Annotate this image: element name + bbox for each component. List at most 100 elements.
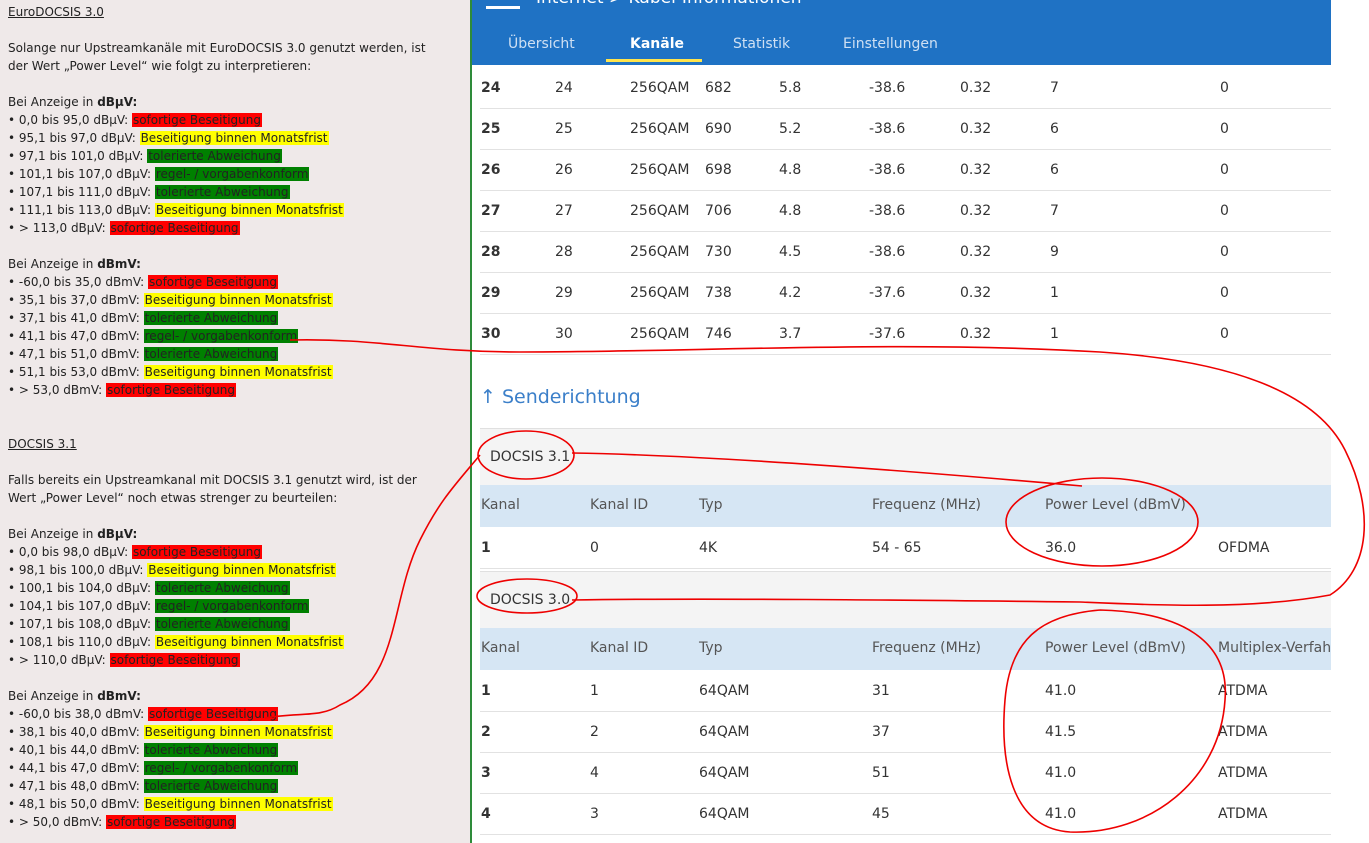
cell: 31 — [872, 683, 890, 699]
tab[interactable]: Einstellungen — [843, 36, 938, 52]
cell: -38.6 — [869, 80, 906, 96]
range: 101,1 bis 107,0 dBµV: — [18, 167, 152, 181]
cell: 24 — [481, 80, 501, 96]
cell: 256QAM — [630, 244, 690, 260]
column-header: Power Level (dBmV) — [1045, 497, 1186, 513]
table-row: 24 24 256QAM 682 5.8 -38.6 0.32 7 0 — [480, 68, 1331, 109]
cell: 28 — [555, 244, 573, 260]
label-prefix: Bei Anzeige in — [8, 257, 94, 271]
column-header: Kanal — [481, 497, 520, 513]
cell: ATDMA — [1218, 806, 1268, 822]
cell: 6 — [1050, 162, 1059, 178]
intro-text: Falls bereits ein Upstreamkanal mit DOCS… — [8, 473, 417, 505]
router-panel: Internet > Kabel-Informationen Übersicht… — [472, 0, 1331, 843]
column-header: Multiplex-Verfahren — [1218, 640, 1331, 656]
label-unit: dBµV: — [97, 527, 138, 541]
tab[interactable]: Statistik — [733, 36, 791, 52]
status: Beseitigung binnen Monatsfrist — [143, 797, 333, 811]
cell: 25 — [555, 121, 573, 137]
cell: 1 — [481, 540, 491, 556]
cell: 5.2 — [779, 121, 802, 137]
cell: 3.7 — [779, 326, 802, 342]
menu-icon[interactable] — [486, 6, 520, 9]
level-item: 101,1 bis 107,0 dBµV: regel- / vorgabenk… — [8, 165, 470, 183]
level-list: 0,0 bis 95,0 dBµV: sofortige Beseitigung… — [8, 111, 470, 237]
cell: 0.32 — [960, 203, 992, 219]
cell: 256QAM — [630, 326, 690, 342]
cell: 0.32 — [960, 326, 992, 342]
cell: 3 — [481, 765, 491, 781]
range: > 50,0 dBmV: — [18, 815, 103, 829]
column-header: Typ — [699, 640, 723, 656]
cell: 41.5 — [1045, 724, 1077, 740]
status: regel- / vorgabenkonform — [143, 761, 299, 775]
cell: 64QAM — [699, 724, 750, 740]
range: 107,1 bis 111,0 dBµV: — [18, 185, 152, 199]
status: tolerierte Abweichung — [143, 743, 279, 757]
cell: 4K — [699, 540, 718, 556]
table-header: Kanal Kanal ID Typ Frequenz (MHz) Power Leve… — [480, 485, 1331, 527]
tab-underline — [606, 59, 702, 62]
cell: 28 — [481, 244, 501, 260]
column-header: Typ — [699, 497, 723, 513]
status: tolerierte Abweichung — [154, 185, 290, 199]
level-item: 108,1 bis 110,0 dBµV: Beseitigung binnen… — [8, 633, 470, 651]
level-item: 98,1 bis 100,0 dBµV: Beseitigung binnen … — [8, 561, 470, 579]
table-title: DOCSIS 3.0 — [490, 592, 571, 608]
status: tolerierte Abweichung — [154, 581, 290, 595]
tab[interactable]: Übersicht — [508, 36, 575, 52]
table-row: 29 29 256QAM 738 4.2 -37.6 0.32 1 0 — [480, 273, 1331, 314]
cell: 27 — [481, 203, 501, 219]
cell: 0.32 — [960, 80, 992, 96]
label-prefix: Bei Anzeige in — [8, 689, 94, 703]
cell: 256QAM — [630, 203, 690, 219]
cell: 6 — [1050, 121, 1059, 137]
range: > 53,0 dBmV: — [18, 383, 103, 397]
cell: 0 — [590, 540, 599, 556]
cell: 54 - 65 — [872, 540, 922, 556]
cell: 706 — [705, 203, 732, 219]
cell: 4.8 — [779, 162, 802, 178]
cell: 0 — [1220, 162, 1229, 178]
status: Beseitigung binnen Monatsfrist — [143, 293, 333, 307]
cell: -38.6 — [869, 121, 906, 137]
table-header: Kanal Kanal ID Typ Frequenz (MHz) Power Leve… — [480, 628, 1331, 670]
status: sofortige Beseitigung — [147, 275, 278, 289]
level-item: 47,1 bis 51,0 dBmV: tolerierte Abweichun… — [8, 345, 470, 363]
level-item: -60,0 bis 38,0 dBmV: sofortige Beseitigu… — [8, 705, 470, 723]
cell: ATDMA — [1218, 683, 1268, 699]
level-item: 51,1 bis 53,0 dBmV: Beseitigung binnen M… — [8, 363, 470, 381]
status: sofortige Beseitigung — [105, 815, 236, 829]
cell: 26 — [555, 162, 573, 178]
section-heading[interactable]: ↑ Senderichtung — [480, 386, 641, 408]
level-list: 0,0 bis 98,0 dBµV: sofortige Beseitigung… — [8, 543, 470, 669]
level-item: 111,1 bis 113,0 dBµV: Beseitigung binnen… — [8, 201, 470, 219]
column-header: Frequenz (MHz) — [872, 497, 982, 513]
cell: 0 — [1220, 285, 1229, 301]
status: Beseitigung binnen Monatsfrist — [139, 131, 329, 145]
tab[interactable]: Kanäle — [630, 36, 685, 52]
header-bar: Internet > Kabel-Informationen Übersicht… — [472, 0, 1331, 65]
level-item: 48,1 bis 50,0 dBmV: Beseitigung binnen M… — [8, 795, 470, 813]
group-label: Bei Anzeige in dBµV: — [8, 93, 470, 111]
table-row: 2 2 64QAM 37 41.5 ATDMA — [480, 712, 1331, 753]
table-row: 25 25 256QAM 690 5.2 -38.6 0.32 6 0 — [480, 109, 1331, 150]
status: regel- / vorgabenkonform — [154, 167, 310, 181]
cell: 4 — [481, 806, 491, 822]
cell: -38.6 — [869, 162, 906, 178]
level-item: > 50,0 dBmV: sofortige Beseitigung — [8, 813, 470, 831]
level-item: > 110,0 dBµV: sofortige Beseitigung — [8, 651, 470, 669]
table-row: 1 0 4K 54 - 65 36.0 OFDMA — [480, 528, 1331, 569]
cell: 746 — [705, 326, 732, 342]
cell: 36.0 — [1045, 540, 1077, 556]
range: 48,1 bis 50,0 dBmV: — [18, 797, 140, 811]
cell: 256QAM — [630, 285, 690, 301]
cell: ATDMA — [1218, 724, 1268, 740]
status: tolerierte Abweichung — [147, 149, 282, 163]
cell: 5.8 — [779, 80, 802, 96]
table-row: 3 4 64QAM 51 41.0 ATDMA — [480, 753, 1331, 794]
status: tolerierte Abweichung — [154, 617, 290, 631]
level-item: 97,1 bis 101,0 dBµV: tolerierte Abweichu… — [8, 147, 470, 165]
cell: 51 — [872, 765, 890, 781]
